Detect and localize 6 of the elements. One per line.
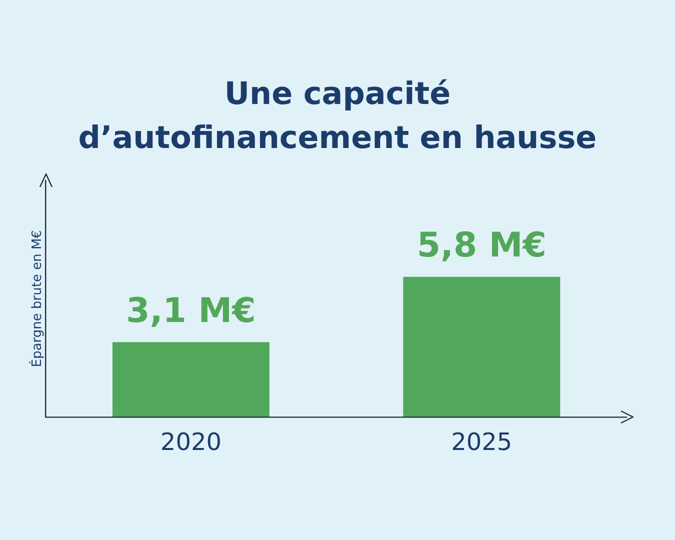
y-axis-title: Épargne brute en M€ [28,230,46,368]
data-label: 5,8 M€ [416,226,546,266]
chart-title: Une capacité d’autofinancement en hausse [77,75,598,158]
data-label: 3,1 M€ [126,290,256,331]
x-tick-label: 2020 [160,428,222,456]
x-tick-label: 2025 [451,428,512,456]
